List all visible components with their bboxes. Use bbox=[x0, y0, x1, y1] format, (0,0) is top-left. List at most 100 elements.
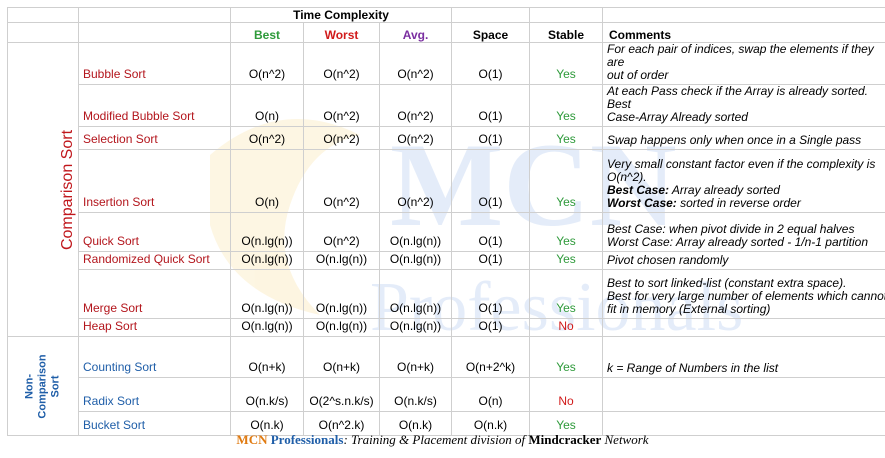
comment-cell: Swap happens only when once in a Single … bbox=[602, 126, 885, 150]
comment-cell: At each Pass check if the Array is alrea… bbox=[602, 84, 885, 127]
stable-value: Yes bbox=[529, 212, 603, 252]
time-complexity-header: Time Complexity bbox=[230, 7, 452, 23]
best-case-label: Best Case: bbox=[607, 183, 670, 197]
best-value: O(n.k/s) bbox=[230, 377, 304, 412]
algorithm-name: Modified Bubble Sort bbox=[78, 84, 231, 127]
avg-value: O(n^2) bbox=[379, 84, 452, 127]
algorithm-name: Insertion Sort bbox=[78, 149, 231, 213]
avg-value: O(n^2) bbox=[379, 126, 452, 150]
stable-value: Yes bbox=[529, 411, 603, 436]
comment-line: Swap happens only when once in a Single … bbox=[607, 133, 862, 147]
stable-header: Stable bbox=[529, 22, 603, 43]
space-value: O(n.k) bbox=[451, 411, 530, 436]
table-row: Quick Sort O(n.lg(n)) O(n^2) O(n.lg(n)) … bbox=[8, 212, 885, 252]
table-row: Comparison Sort Bubble Sort O(n^2) O(n^2… bbox=[7, 42, 885, 337]
table-row: Insertion Sort O(n) O(n^2) O(n^2) O(1) Y… bbox=[8, 149, 885, 213]
stable-value: No bbox=[529, 377, 603, 412]
stable-value: No bbox=[529, 318, 603, 337]
table-row: Radix Sort O(n.k/s) O(2^s.n.k/s) O(n.k/s… bbox=[8, 377, 885, 412]
space-value: O(n+2^k) bbox=[451, 336, 530, 378]
stable-value: Yes bbox=[529, 149, 603, 213]
comment-cell bbox=[602, 411, 885, 436]
stable-value: Yes bbox=[529, 336, 603, 378]
comment-line: Pivot chosen randomly bbox=[607, 253, 729, 267]
table-row: Non- Comparison Sort Counting Sort O(n+k) … bbox=[7, 336, 885, 436]
category-line: Sort bbox=[49, 375, 62, 397]
best-value: O(n^2) bbox=[230, 42, 304, 85]
algorithm-name: Heap Sort bbox=[78, 318, 231, 337]
comparison-sort-label: Comparison Sort bbox=[59, 129, 77, 250]
best-value: O(n.lg(n)) bbox=[230, 318, 304, 337]
best-value: O(n.lg(n)) bbox=[230, 251, 304, 270]
table-row: Heap Sort O(n.lg(n)) O(n.lg(n)) O(n.lg(n… bbox=[8, 318, 885, 337]
algorithm-name: Merge Sort bbox=[78, 269, 231, 319]
footer-professionals: Professionals bbox=[270, 432, 344, 447]
comment-cell bbox=[602, 377, 885, 412]
best-value: O(n) bbox=[230, 149, 304, 213]
space-value: O(n) bbox=[451, 377, 530, 412]
best-value: O(n^2) bbox=[230, 126, 304, 150]
comment-cell: Best to sort linked-list (constant extra… bbox=[602, 269, 885, 319]
algorithm-name: Bubble Sort bbox=[78, 42, 231, 85]
comment-line: O(n^2). bbox=[607, 170, 647, 184]
comment-line: Worst Case: Array already sorted - 1/n-1… bbox=[607, 235, 868, 249]
worst-value: O(n.lg(n)) bbox=[303, 269, 380, 319]
comment-line: Case-Array Already sorted bbox=[607, 110, 748, 124]
best-header: Best bbox=[230, 22, 304, 43]
worst-value: O(n^2) bbox=[303, 149, 380, 213]
comment-line: Best to sort linked-list (constant extra… bbox=[607, 276, 847, 290]
avg-value: O(n^2) bbox=[379, 149, 452, 213]
stable-value: Yes bbox=[529, 269, 603, 319]
algorithm-name: Radix Sort bbox=[78, 377, 231, 412]
algorithm-name: Selection Sort bbox=[78, 126, 231, 150]
space-value: O(1) bbox=[451, 269, 530, 319]
space-header: Space bbox=[451, 22, 530, 43]
avg-value: O(n+k) bbox=[379, 336, 452, 378]
comment-cell: Very small constant factor even if the c… bbox=[602, 149, 885, 213]
avg-value: O(n.lg(n)) bbox=[379, 269, 452, 319]
comment-cell: Best Case: when pivot divide in 2 equal … bbox=[602, 212, 885, 252]
comment-line: At each Pass check if the Array is alrea… bbox=[607, 84, 869, 111]
avg-value: O(n.k) bbox=[379, 411, 452, 436]
table-row: Merge Sort O(n.lg(n)) O(n.lg(n)) O(n.lg(… bbox=[8, 269, 885, 319]
space-value: O(1) bbox=[451, 42, 530, 85]
algorithm-name: Randomized Quick Sort bbox=[78, 251, 231, 270]
footer-network: Network bbox=[601, 432, 649, 447]
algorithm-name: Quick Sort bbox=[78, 212, 231, 252]
non-comparison-sort-label: Non- Comparison Sort bbox=[24, 354, 63, 418]
table-row: Bucket Sort O(n.k) O(n^2.k) O(n.k) O(n.k… bbox=[8, 411, 885, 436]
comment-line: Array already sorted bbox=[669, 183, 780, 197]
table-row: Randomized Quick Sort O(n.lg(n)) O(n.lg(… bbox=[8, 251, 885, 270]
space-value: O(1) bbox=[451, 251, 530, 270]
best-value: O(n+k) bbox=[230, 336, 304, 378]
table-row: Modified Bubble Sort O(n) O(n^2) O(n^2) … bbox=[8, 84, 885, 127]
comparison-sort-category: Comparison Sort bbox=[7, 42, 79, 337]
comment-line: Very small constant factor even if the c… bbox=[607, 157, 876, 171]
comment-cell: k = Range of Numbers in the list bbox=[602, 336, 885, 378]
stable-value: Yes bbox=[529, 84, 603, 127]
avg-value: O(n.k/s) bbox=[379, 377, 452, 412]
best-value: O(n.lg(n)) bbox=[230, 212, 304, 252]
avg-value: O(n.lg(n)) bbox=[379, 212, 452, 252]
space-value: O(1) bbox=[451, 318, 530, 337]
space-value: O(1) bbox=[451, 212, 530, 252]
comment-line: For each pair of indices, swap the eleme… bbox=[607, 42, 874, 69]
footer-credit: MCN Professionals: Training & Placement … bbox=[0, 432, 885, 448]
comment-cell bbox=[602, 318, 885, 337]
comment-line: sorted in reverse order bbox=[676, 196, 801, 210]
stable-value: Yes bbox=[529, 251, 603, 270]
comment-cell: For each pair of indices, swap the eleme… bbox=[602, 42, 885, 85]
comment-line: out of order bbox=[607, 68, 669, 82]
comment-line: Best for very large number of elements w… bbox=[607, 289, 885, 303]
worst-value: O(n^2.k) bbox=[303, 411, 380, 436]
footer-mindcracker: Mindcracker bbox=[528, 432, 602, 447]
space-value: O(1) bbox=[451, 84, 530, 127]
worst-value: O(n+k) bbox=[303, 336, 380, 378]
sorting-complexity-table: Time Complexity Best Worst Avg. Space St… bbox=[7, 7, 885, 436]
avg-header: Avg. bbox=[379, 22, 452, 43]
comment-line: fit in memory (External sorting) bbox=[607, 302, 771, 316]
table-row: Selection Sort O(n^2) O(n^2) O(n^2) O(1)… bbox=[8, 126, 885, 150]
header-row-2: Best Worst Avg. Space Stable Comments bbox=[7, 22, 885, 43]
avg-value: O(n^2) bbox=[379, 42, 452, 85]
non-comparison-sort-category: Non- Comparison Sort bbox=[7, 336, 79, 436]
